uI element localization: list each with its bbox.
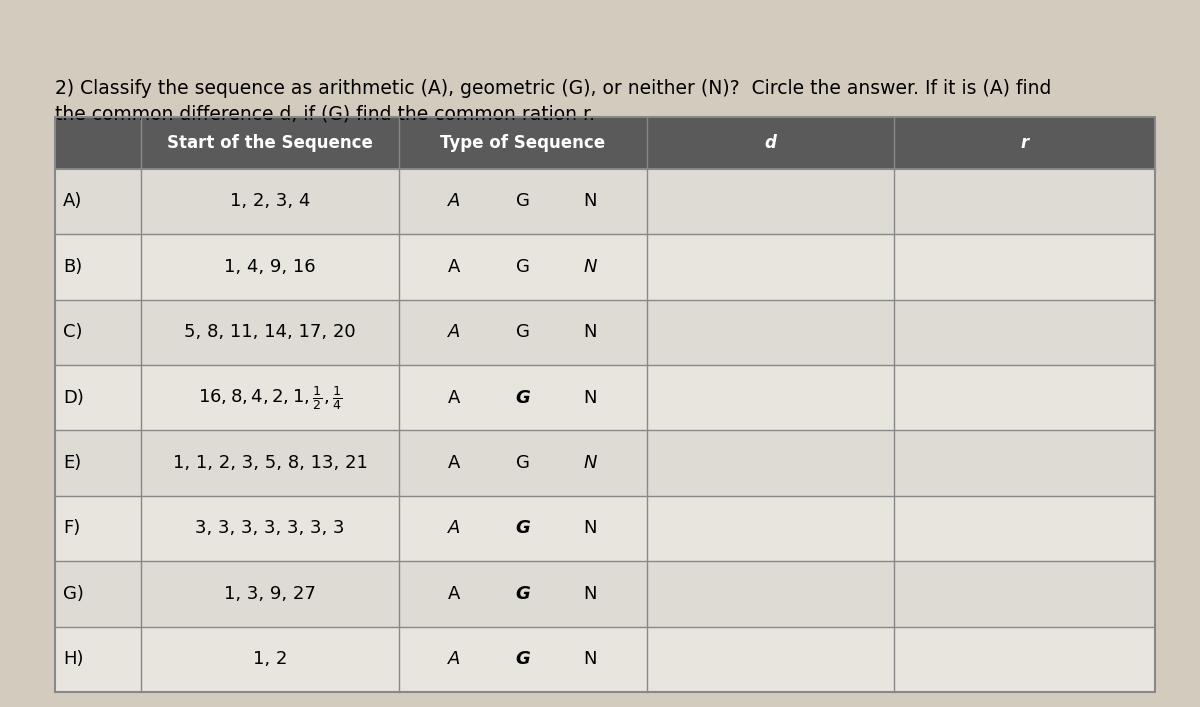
Text: 1, 2, 3, 4: 1, 2, 3, 4 bbox=[230, 192, 311, 211]
Text: A): A) bbox=[64, 192, 83, 211]
Text: F): F) bbox=[64, 520, 80, 537]
Text: N: N bbox=[583, 520, 596, 537]
Text: the common difference d, if (G) find the common ration r.: the common difference d, if (G) find the… bbox=[55, 104, 595, 123]
Text: A: A bbox=[448, 585, 460, 603]
Text: N: N bbox=[583, 454, 596, 472]
Text: G: G bbox=[516, 258, 530, 276]
Text: A: A bbox=[448, 520, 460, 537]
Text: r: r bbox=[1020, 134, 1028, 152]
Text: G): G) bbox=[64, 585, 84, 603]
Bar bbox=[55, 117, 1154, 692]
Text: 5, 8, 11, 14, 17, 20: 5, 8, 11, 14, 17, 20 bbox=[185, 323, 356, 341]
Text: N: N bbox=[583, 323, 596, 341]
Text: G: G bbox=[516, 323, 530, 341]
Text: 1, 4, 9, 16: 1, 4, 9, 16 bbox=[224, 258, 316, 276]
Text: $16, 8, 4, 2, 1, \frac{1}{2}, \frac{1}{4}$: $16, 8, 4, 2, 1, \frac{1}{2}, \frac{1}{4… bbox=[198, 384, 342, 411]
Text: A: A bbox=[448, 650, 460, 668]
Text: d: d bbox=[764, 134, 776, 152]
Bar bbox=[55, 626, 1154, 692]
Text: A: A bbox=[448, 454, 460, 472]
Bar bbox=[55, 117, 1154, 169]
Text: N: N bbox=[583, 650, 596, 668]
Text: A: A bbox=[448, 258, 460, 276]
Text: N: N bbox=[583, 389, 596, 407]
Text: A: A bbox=[448, 389, 460, 407]
Text: 1, 2: 1, 2 bbox=[253, 650, 287, 668]
Text: G: G bbox=[516, 454, 530, 472]
Bar bbox=[55, 431, 1154, 496]
Bar bbox=[55, 365, 1154, 431]
Bar bbox=[55, 561, 1154, 626]
Bar bbox=[55, 300, 1154, 365]
Text: C): C) bbox=[64, 323, 83, 341]
Bar bbox=[55, 496, 1154, 561]
Text: G: G bbox=[516, 389, 530, 407]
Text: N: N bbox=[583, 258, 596, 276]
Text: Type of Sequence: Type of Sequence bbox=[440, 134, 606, 152]
Text: 2) Classify the sequence as arithmetic (A), geometric (G), or neither (N)?  Circ: 2) Classify the sequence as arithmetic (… bbox=[55, 79, 1051, 98]
Text: A: A bbox=[448, 192, 460, 211]
Text: B): B) bbox=[64, 258, 83, 276]
Text: N: N bbox=[583, 585, 596, 603]
Text: 3, 3, 3, 3, 3, 3, 3: 3, 3, 3, 3, 3, 3, 3 bbox=[196, 520, 344, 537]
Text: A: A bbox=[448, 323, 460, 341]
Bar bbox=[55, 169, 1154, 234]
Text: Start of the Sequence: Start of the Sequence bbox=[167, 134, 373, 152]
Text: N: N bbox=[583, 192, 596, 211]
Text: G: G bbox=[516, 650, 530, 668]
Text: G: G bbox=[516, 192, 530, 211]
Text: G: G bbox=[516, 585, 530, 603]
Text: G: G bbox=[516, 520, 530, 537]
Bar bbox=[55, 234, 1154, 300]
Text: D): D) bbox=[64, 389, 84, 407]
Text: 1, 1, 2, 3, 5, 8, 13, 21: 1, 1, 2, 3, 5, 8, 13, 21 bbox=[173, 454, 367, 472]
Text: 1, 3, 9, 27: 1, 3, 9, 27 bbox=[224, 585, 316, 603]
Text: E): E) bbox=[64, 454, 82, 472]
Text: H): H) bbox=[64, 650, 84, 668]
